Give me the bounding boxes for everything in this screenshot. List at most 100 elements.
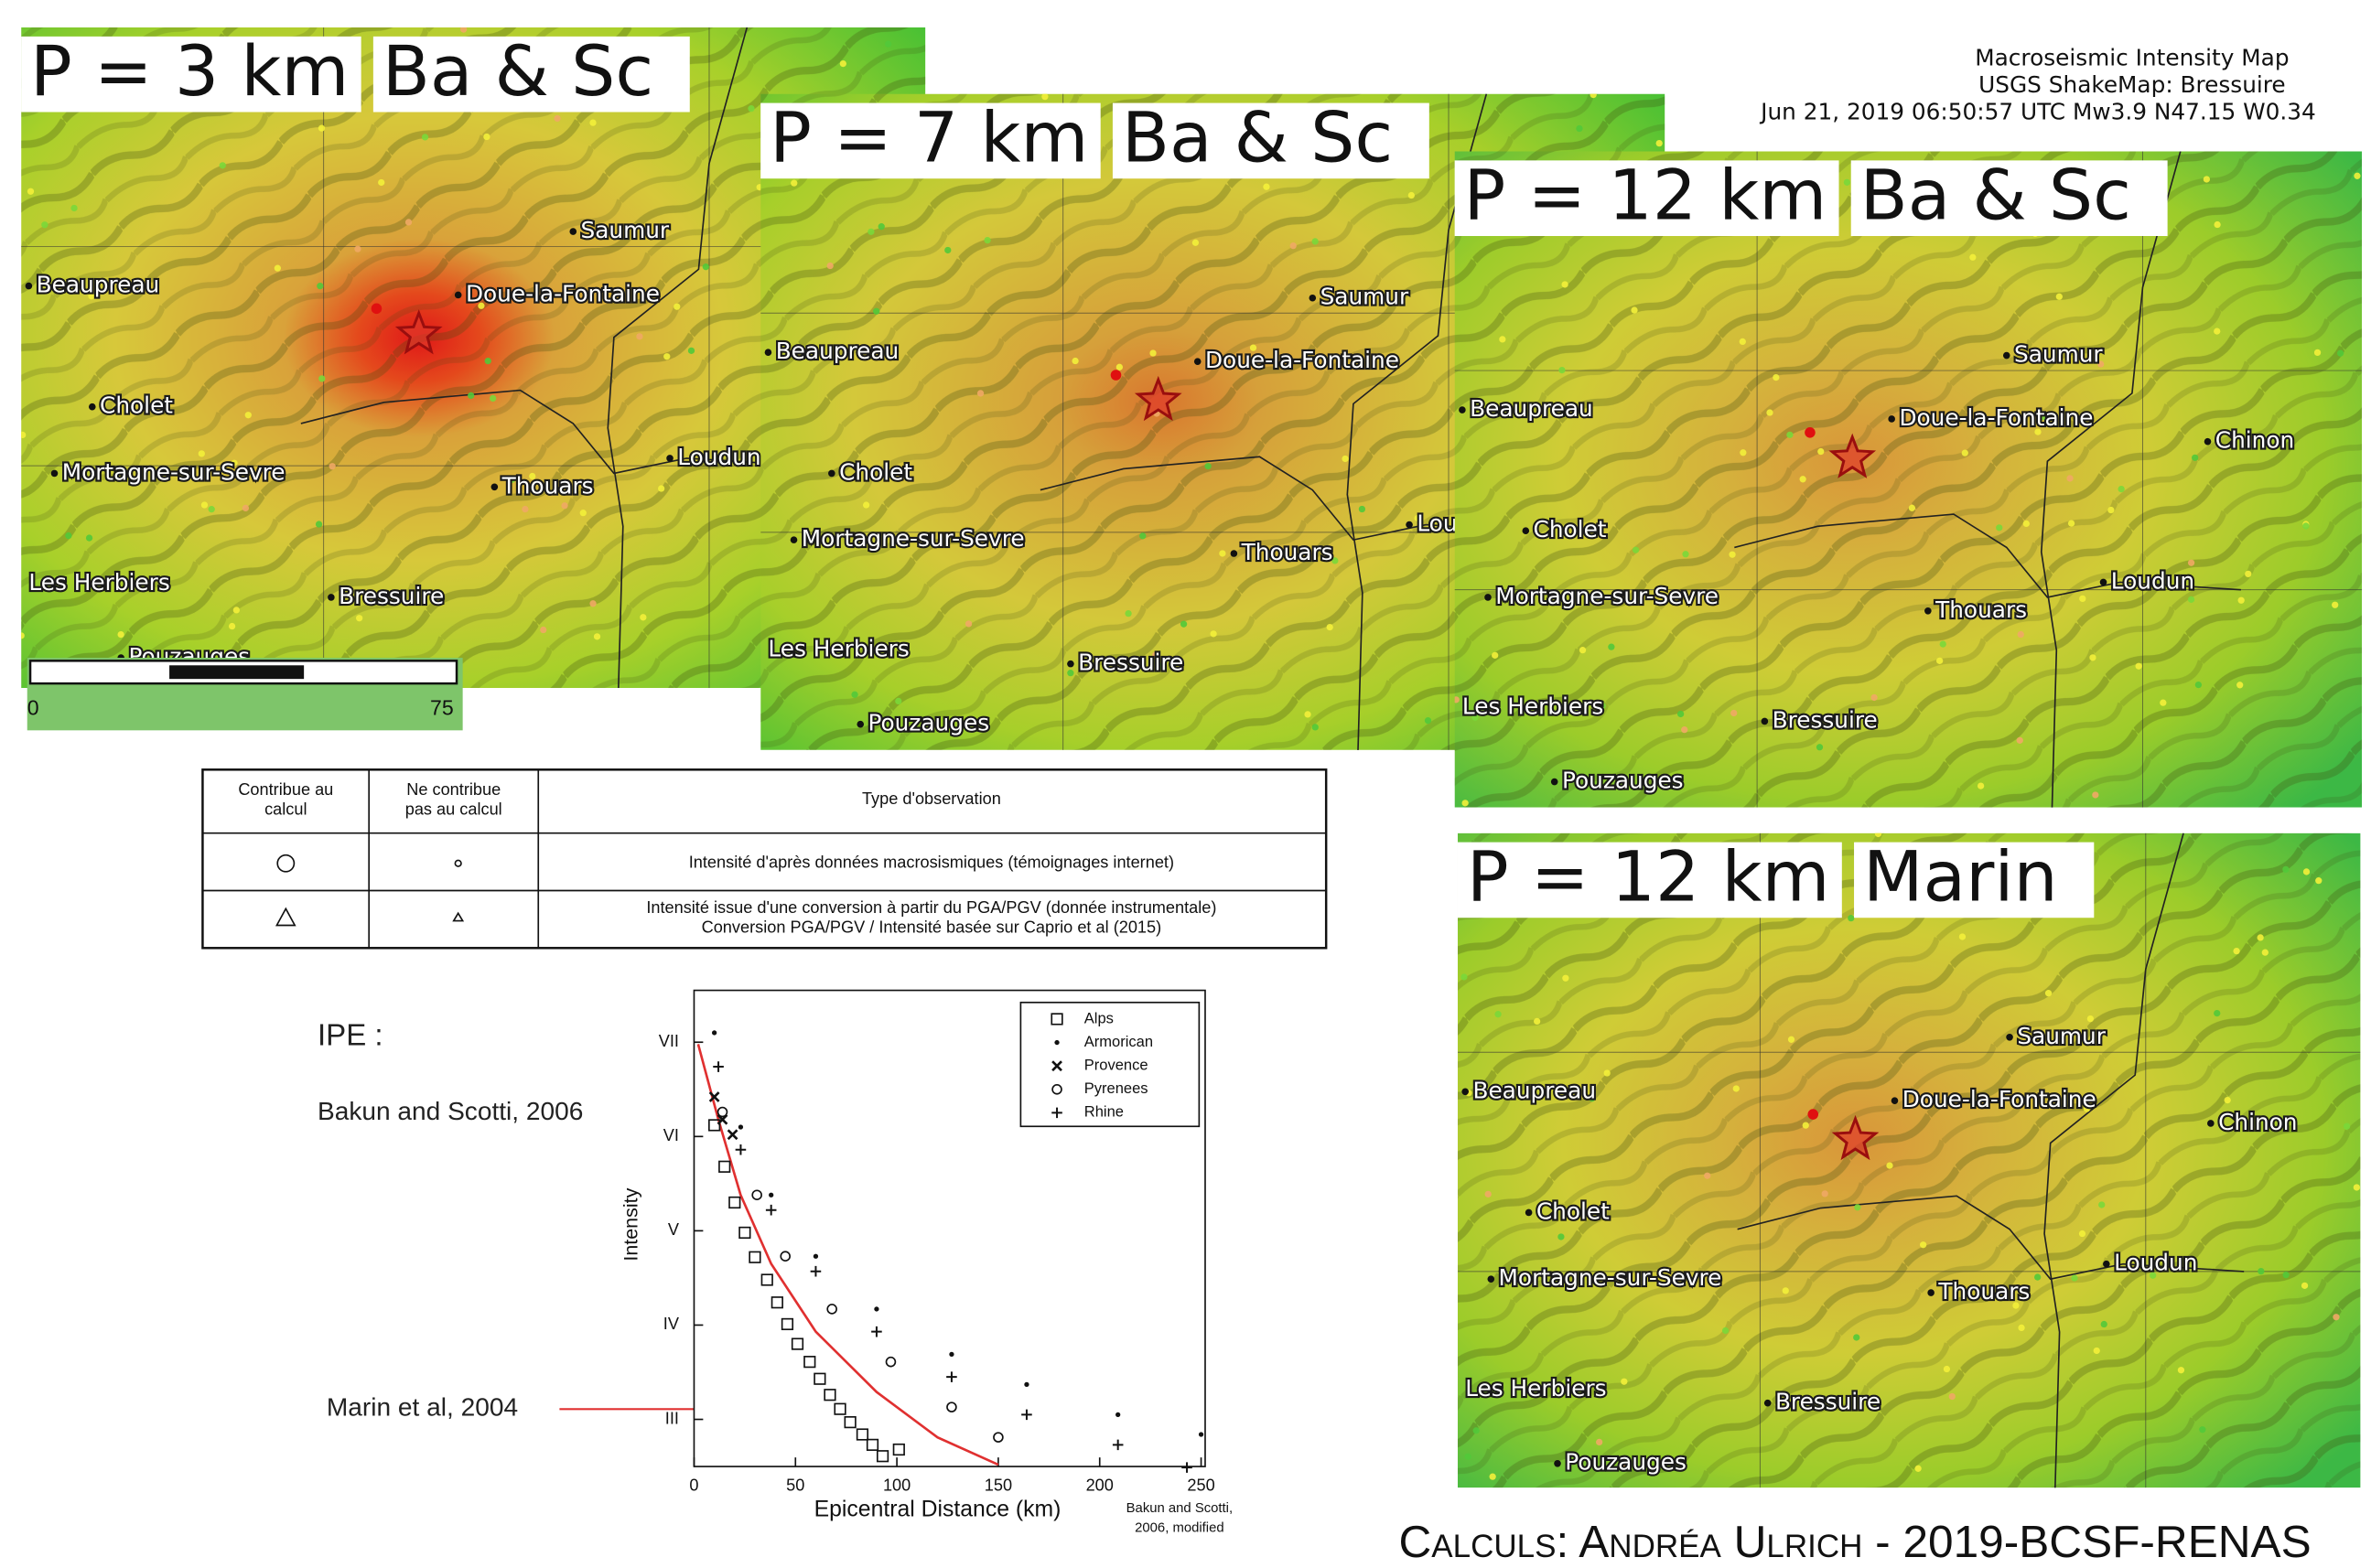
station-dot [485, 358, 491, 364]
observation-dot [1805, 427, 1816, 438]
station-dot [2337, 350, 2344, 357]
station-dot [1561, 281, 1568, 287]
station-dot [65, 532, 71, 539]
city-marker [666, 455, 674, 462]
station-dot [2245, 571, 2251, 577]
precision-label: P = 12 km [1464, 154, 1827, 235]
x-axis-label: Epicentral Distance (km) [814, 1498, 1062, 1522]
city-label: Doue-la-Fontaine [1902, 1086, 2096, 1112]
city-marker [328, 594, 335, 601]
x-tick-label: 250 [1187, 1476, 1214, 1494]
city-label: Saumur [2017, 1023, 2106, 1049]
station-dot [2087, 1015, 2094, 1022]
city-label: Mortagne-sur-Sevre [802, 525, 1025, 552]
city-label: Thouars [1937, 1278, 2030, 1305]
station-dot [1788, 1036, 1794, 1043]
station-dot [1766, 409, 1773, 415]
station-dot [1461, 800, 1468, 806]
city-label: Beaupreau [776, 338, 900, 364]
station-dot [2282, 1272, 2289, 1278]
station-dot [329, 463, 336, 469]
city-marker [1554, 1460, 1561, 1467]
city-marker [1927, 1289, 1935, 1296]
marker-dot [1115, 1412, 1120, 1417]
city-marker [2207, 1120, 2215, 1127]
station-dot [1485, 1191, 1492, 1197]
station-dot [561, 502, 567, 509]
station-dot [316, 521, 322, 527]
station-dot [1494, 1011, 1501, 1017]
city-marker [89, 403, 96, 411]
city-label: Pouzauges [1565, 1449, 1687, 1476]
station-dot [2214, 221, 2220, 228]
station-dot [1192, 240, 1199, 246]
plot-caption: Bakun and Scotti, [1126, 1501, 1233, 1516]
station-dot [1681, 726, 1687, 733]
city-marker [1067, 660, 1074, 668]
city-label: Cholet [100, 392, 173, 419]
station-dot [199, 450, 205, 456]
city-label: Bressuire [1078, 650, 1183, 676]
page: { "header": { "lines": ["Macroseismic In… [0, 0, 2371, 1568]
station-dot [209, 506, 215, 512]
precision-label: P = 12 km [1467, 836, 1830, 918]
station-dot [594, 633, 600, 639]
y-tick-label: VII [659, 1032, 679, 1050]
city-label: Cholet [1536, 1197, 1610, 1224]
city-label: Beaupreau [37, 272, 160, 298]
station-dot [2302, 522, 2309, 529]
legend-table: Contribue au calcul Ne contribue pas au … [202, 769, 1326, 948]
legend-label: Alps [1084, 1009, 1114, 1026]
station-dot [658, 485, 664, 491]
station-dot [1180, 621, 1187, 628]
city-label: Saumur [581, 217, 670, 243]
city-label: Mortagne-sur-Sevre [1499, 1264, 1722, 1291]
station-dot [2332, 602, 2338, 608]
station-dot [1304, 711, 1310, 717]
city-marker [1309, 295, 1317, 302]
legend-label: Rhine [1084, 1103, 1124, 1121]
city-marker [1406, 521, 1413, 529]
station-dot [41, 221, 48, 228]
station-dot [1604, 1069, 1611, 1076]
station-dot [201, 501, 208, 508]
station-dot [318, 375, 325, 381]
station-dot [2314, 349, 2321, 356]
station-dot [636, 333, 642, 339]
station-dot [317, 283, 323, 289]
model-label: Ba & Sc [383, 30, 653, 112]
station-dot [1740, 449, 1746, 456]
station-dot [1704, 1173, 1710, 1179]
city-marker [569, 228, 577, 235]
station-dot [1204, 463, 1211, 469]
table-header: Ne contribue [406, 780, 501, 799]
scale-bar-label: 75 [430, 695, 454, 719]
marker-dot [769, 1193, 773, 1197]
station-dot [1909, 505, 1915, 511]
station-dot [2118, 486, 2125, 492]
station-dot [2262, 950, 2269, 956]
city-marker [1461, 1088, 1469, 1095]
station-dot [2195, 682, 2202, 688]
city-label: Bressuire [1775, 1389, 1881, 1415]
legend-label: Pyrenees [1084, 1079, 1148, 1097]
station-dot [2282, 866, 2289, 873]
curve-annotation: Marin et al, 2004 [327, 1393, 518, 1422]
city-label: Cholet [839, 458, 912, 485]
ipe-reference: Bakun and Scotti, 2006 [318, 1097, 583, 1125]
station-dot [1803, 1122, 1809, 1128]
y-tick-label: V [668, 1220, 680, 1239]
model-label: Ba & Sc [1860, 154, 2131, 235]
station-dot [1596, 1439, 1602, 1445]
station-dot [2258, 934, 2264, 940]
city-marker [51, 470, 59, 478]
station-dot [1139, 532, 1146, 539]
y-tick-label: III [665, 1409, 679, 1427]
city-label: Beaupreau [1472, 1077, 1596, 1103]
city-label: Mortagne-sur-Sevre [62, 458, 286, 485]
station-dot [1996, 524, 2002, 531]
station-dot [2204, 176, 2210, 182]
station-dot [1125, 610, 1131, 617]
table-header: calcul [264, 800, 307, 819]
station-dot [1949, 1393, 1956, 1400]
